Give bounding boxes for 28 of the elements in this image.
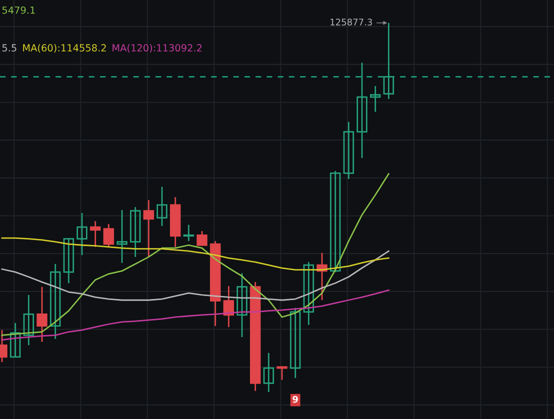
candlestick	[10, 322, 21, 358]
candlestick	[36, 286, 48, 343]
text: 9	[292, 396, 298, 403]
candlestick	[343, 121, 354, 180]
text: MA(60):114558.2	[23, 44, 106, 53]
candlestick	[63, 237, 74, 284]
candlestick	[196, 230, 208, 246]
candlestick	[183, 224, 194, 242]
candlestick	[330, 170, 341, 273]
candlestick	[103, 223, 114, 248]
candlestick	[50, 263, 61, 340]
text: 5479.1	[2, 6, 35, 14]
candlestick	[223, 285, 234, 328]
annotation: 125877.3	[330, 18, 372, 26]
candlestick	[156, 186, 168, 227]
candlestick	[143, 199, 154, 258]
candlestick	[76, 212, 88, 256]
candlestick	[303, 261, 314, 326]
text: 5.5	[2, 44, 16, 52]
candlestick	[23, 294, 34, 346]
text: MA(120):113092.2	[112, 44, 202, 53]
candlestick	[236, 272, 248, 338]
candlestick	[90, 220, 101, 248]
candlestick	[263, 352, 274, 393]
candlestick	[290, 307, 301, 379]
candlestick	[370, 85, 381, 113]
candlestick	[116, 209, 128, 264]
candlestick	[130, 206, 141, 258]
